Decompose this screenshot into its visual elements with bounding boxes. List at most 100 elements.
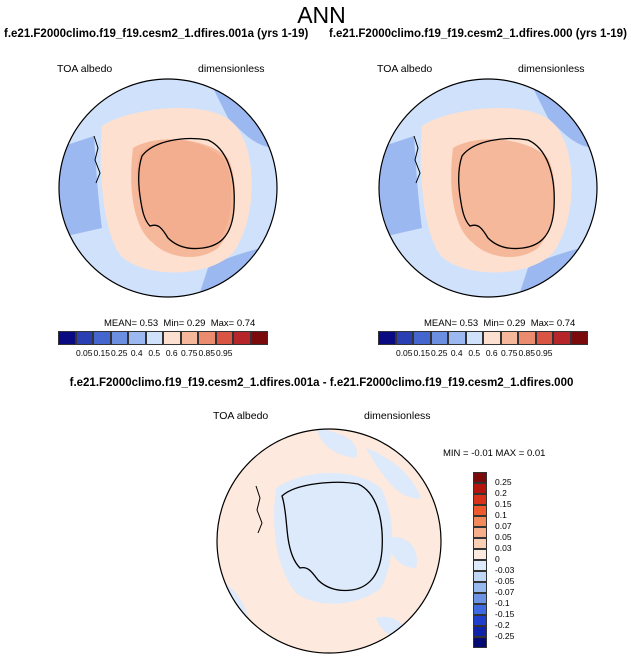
- colorbar-swatch: [473, 593, 487, 604]
- colorbar-tick-label: -0.07: [495, 587, 515, 597]
- max-label: Max=: [210, 318, 235, 329]
- colorbar-swatch: [570, 331, 588, 345]
- colorbar-swatch: [473, 604, 487, 615]
- colorbar-swatch: [448, 331, 466, 345]
- colorbar-swatch: [413, 331, 431, 345]
- colorbar-swatch: [75, 331, 93, 345]
- colorbar-tick-label: -0.03: [495, 565, 515, 575]
- colorbar-tick-label: 0.1: [495, 510, 507, 520]
- colorbar-swatch: [473, 516, 487, 527]
- map-panel-2: [378, 78, 598, 298]
- colorbar-swatch: [110, 331, 128, 345]
- colorbar-swatch: [473, 571, 487, 582]
- colorbar-tick-label: 0.85: [198, 348, 216, 358]
- colorbar-swatch: [378, 331, 396, 345]
- map-panel-diff: [216, 428, 442, 654]
- colorbar-swatch: [518, 331, 536, 345]
- colorbar-swatch: [250, 331, 268, 345]
- colorbar-tick-label: 0.05: [395, 348, 413, 358]
- min-value: 0.29: [506, 318, 526, 329]
- colorbar-tick-label: 0.15: [495, 499, 512, 509]
- colorbar-swatch: [535, 331, 553, 345]
- colorbar-swatch: [553, 331, 571, 345]
- colorbar-swatch: [473, 483, 487, 494]
- min-label: Min=: [483, 318, 505, 329]
- colorbar-swatch: [473, 549, 487, 560]
- colorbar-tick-label: 0.95: [215, 348, 233, 358]
- colorbar-swatch: [473, 505, 487, 516]
- diff-variable-label: TOA albedo: [213, 410, 269, 422]
- min-value: 0.29: [186, 318, 206, 329]
- colorbar-swatch: [473, 538, 487, 549]
- mean-label: MEAN=: [104, 318, 137, 329]
- colorbar-swatch: [198, 331, 216, 345]
- units-label: dimensionless: [518, 63, 585, 75]
- diff-units-label: dimensionless: [364, 410, 431, 422]
- colorbar-tick-label: -0.2: [495, 620, 510, 630]
- colorbar-tick-label: 0.05: [75, 348, 93, 358]
- map-panel-1: [58, 78, 278, 298]
- colorbar-swatch: [483, 331, 501, 345]
- min-label: MIN =: [443, 448, 469, 459]
- diff-stats: MIN = -0.01 MAX = 0.01: [443, 448, 545, 459]
- colorbar-swatch: [145, 331, 163, 345]
- colorbar-tick-label: 0.4: [130, 348, 143, 358]
- colorbar-swatch: [473, 626, 487, 637]
- stats-panel-1: MEAN= 0.53 Min= 0.29 Max= 0.74: [104, 318, 255, 329]
- colorbar-swatch: [128, 331, 146, 345]
- colorbar-swatch: [58, 331, 76, 345]
- max-value: 0.01: [526, 448, 546, 459]
- figure-title: ANN: [297, 2, 346, 28]
- case-title-left: f.e21.F2000climo.f19_f19.cesm2_1.dfires.…: [4, 28, 309, 40]
- min-value: -0.01: [471, 448, 493, 459]
- colorbar-tick-label: 0.6: [485, 348, 498, 358]
- colorbar-2: 0.05 0.15 0.25 0.4 0.5 0.6 0.75 0.85 0.95: [378, 331, 588, 361]
- colorbar-tick-label: 0.95: [535, 348, 553, 358]
- colorbar-tick-label: 0.5: [148, 348, 161, 358]
- variable-label: TOA albedo: [377, 63, 433, 75]
- colorbar-swatch: [473, 472, 487, 483]
- colorbar-tick-label: 0.03: [495, 543, 512, 553]
- max-value: 0.74: [236, 318, 256, 329]
- colorbar-swatch: [215, 331, 233, 345]
- colorbar-tick-label: 0.25: [495, 477, 512, 487]
- colorbar-tick-label: -0.1: [495, 598, 510, 608]
- colorbar-tick-label: 0.4: [450, 348, 463, 358]
- colorbar-swatch: [465, 331, 483, 345]
- units-label: dimensionless: [198, 63, 265, 75]
- colorbar-tick-label: 0.75: [180, 348, 198, 358]
- mean-value: 0.53: [139, 318, 159, 329]
- colorbar-tick-label: 0.75: [500, 348, 518, 358]
- max-label: Max=: [530, 318, 555, 329]
- colorbar-swatch: [473, 560, 487, 571]
- max-label: MAX =: [495, 448, 525, 459]
- case-title-right: f.e21.F2000climo.f19_f19.cesm2_1.dfires.…: [329, 28, 627, 40]
- colorbar-tick-label: -0.15: [495, 609, 515, 619]
- mean-value: 0.53: [459, 318, 479, 329]
- colorbar-tick-label: 0: [495, 554, 500, 564]
- colorbar-swatch: [473, 637, 487, 648]
- colorbar-tick-label: 0.85: [518, 348, 536, 358]
- colorbar-swatch: [473, 615, 487, 626]
- colorbar-swatch: [93, 331, 111, 345]
- colorbar-swatch: [395, 331, 413, 345]
- colorbar-tick-label: -0.25: [495, 631, 515, 641]
- diff-title: f.e21.F2000climo.f19_f19.cesm2_1.dfires.…: [69, 377, 574, 389]
- colorbar-tick-label: 0.25: [110, 348, 128, 358]
- colorbar-tick-label: 0.5: [468, 348, 481, 358]
- colorbar-tick-label: -0.05: [495, 576, 515, 586]
- colorbar-tick-label: 0.2: [495, 488, 507, 498]
- colorbar-tick-label: 0.07: [495, 521, 512, 531]
- colorbar-swatch: [163, 331, 181, 345]
- colorbar-1: 0.05 0.15 0.25 0.4 0.5 0.6 0.75 0.85 0.95: [58, 331, 268, 361]
- colorbar-tick-label: 0.6: [165, 348, 178, 358]
- max-value: 0.74: [556, 318, 576, 329]
- min-label: Min=: [163, 318, 185, 329]
- colorbar-swatch: [430, 331, 448, 345]
- colorbar-swatch: [233, 331, 251, 345]
- colorbar-tick-label: 0.25: [430, 348, 448, 358]
- variable-label: TOA albedo: [57, 63, 113, 75]
- colorbar-tick-label: 0.05: [495, 532, 512, 542]
- mean-label: MEAN=: [424, 318, 457, 329]
- colorbar-swatch: [500, 331, 518, 345]
